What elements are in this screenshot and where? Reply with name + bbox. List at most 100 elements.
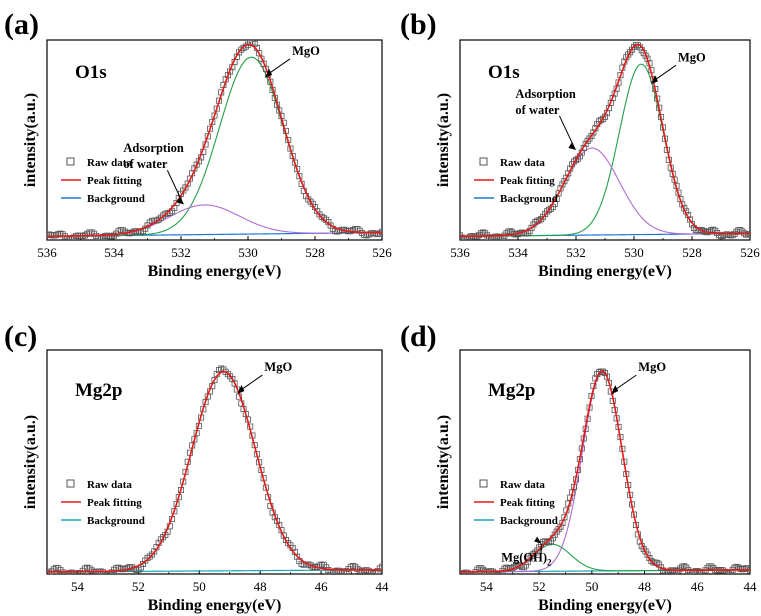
x-tick-label: 528 (682, 245, 702, 260)
annotation-arrowhead (237, 385, 245, 395)
raw-data-point (485, 234, 492, 240)
legend-label: Peak fitting (87, 175, 142, 187)
raw-data-point (690, 568, 697, 574)
raw-data-point (721, 231, 728, 238)
raw-data-point (737, 565, 744, 572)
x-tick-label: 46 (315, 579, 329, 594)
annotation-arrowhead (265, 68, 273, 78)
raw-data-point (603, 373, 610, 380)
annotation-arrowhead (534, 536, 542, 544)
annotation-label: Adsorption of water (123, 141, 183, 171)
x-tick-label: 532 (171, 245, 191, 260)
legend-raw-data-marker (66, 479, 75, 488)
x-tick-label: 528 (305, 245, 325, 260)
annotation-label: MgO (638, 360, 666, 374)
x-tick-label: 530 (624, 245, 644, 260)
legend-label: Raw data (87, 157, 132, 169)
chart-panel-d: (d) Mg2p 54 52 50 48 46 44 Binding energy(eV) int… (400, 320, 757, 614)
x-tick-label: 530 (238, 245, 258, 260)
raw-data-point (495, 233, 502, 240)
raw-data-point (687, 568, 694, 574)
raw-data-point (573, 156, 580, 163)
plot-area (47, 40, 382, 240)
raw-data-point (648, 557, 655, 564)
raw-data-point (729, 232, 736, 239)
legend-label: Raw data (87, 479, 132, 491)
plot-area (460, 368, 750, 574)
annotation-arrow (652, 64, 677, 82)
raw-data-point (721, 568, 728, 574)
raw-data-point (698, 227, 705, 234)
raw-data-point (735, 227, 742, 234)
legend-label: Background (500, 515, 558, 527)
raw-data-point (551, 531, 558, 538)
annotation-line: MgO (264, 360, 292, 374)
annotation-label: Adsorption of water (515, 87, 575, 117)
annotation-line: MgO (638, 360, 666, 374)
raw-data-point (679, 563, 686, 570)
x-tick-label: 536 (37, 245, 57, 260)
legend-label: Peak fitting (500, 497, 555, 509)
raw-data-point (745, 231, 750, 238)
x-axis-title: Binding energy(eV) (538, 263, 672, 280)
annotation-arrowhead (611, 385, 619, 395)
raw-data-point (516, 562, 523, 569)
raw-data-point (493, 571, 500, 574)
raw-data-point (503, 230, 510, 237)
raw-data-point (588, 132, 595, 139)
annotation-arrow (612, 374, 637, 392)
raw-data-point (231, 380, 238, 387)
raw-data-point (528, 552, 535, 559)
legend-raw-data-marker (479, 157, 488, 166)
raw-data-point (681, 563, 688, 570)
core-level-label: Mg2p (488, 380, 536, 401)
annotation-arrow (239, 374, 263, 392)
x-tick-label: 44 (744, 579, 758, 594)
raw-data-point (464, 569, 471, 574)
annotation-subscript: 2 (547, 557, 552, 567)
x-tick-label: 532 (566, 245, 586, 260)
legend-label: Raw data (500, 479, 545, 491)
legend-label: Peak fitting (500, 175, 555, 187)
raw-data-point (522, 562, 529, 569)
peak-fitting-line (47, 43, 382, 238)
component-peak-1 (460, 63, 750, 237)
annotation-line: MgO (292, 44, 320, 58)
raw-data-point (563, 174, 570, 181)
chart-panel-a: (a) O1s 536 534 532 530 528 526 Binding energy(e… (4, 8, 392, 280)
raw-data-point (561, 514, 568, 521)
annotation-arrowhead (176, 197, 184, 205)
raw-data-point (532, 549, 539, 556)
chart-panel-c: (c) Mg2p 54 52 50 48 46 44 Binding energy(eV) int… (4, 320, 389, 614)
annotation-label: MgO (292, 44, 320, 58)
annotation-label: MgO (264, 360, 292, 374)
raw-data-point (468, 571, 475, 574)
x-tick-label: 44 (376, 579, 390, 594)
annotation-line: of water (123, 157, 168, 171)
plot-area (47, 365, 382, 574)
raw-data-point (741, 565, 748, 572)
raw-data-point (700, 227, 707, 234)
plot-frame (46, 349, 383, 575)
x-tick-label: 50 (585, 579, 598, 594)
raw-data-point (70, 570, 77, 574)
raw-data-point (378, 563, 382, 570)
x-tick-label: 54 (480, 579, 494, 594)
raw-data-point (460, 236, 467, 240)
annotation-label: MgO (678, 50, 706, 64)
x-tick-label: 54 (71, 579, 85, 594)
annotation-line: Adsorption (515, 87, 575, 101)
peak-fitting-line (460, 370, 750, 573)
panel-label: (a) (4, 8, 39, 41)
x-tick-label: 52 (533, 579, 546, 594)
raw-data-point (530, 550, 537, 557)
raw-data-point (528, 224, 535, 231)
raw-data-point (460, 570, 463, 574)
annotation-label: Mg(OH)2 (501, 550, 552, 567)
chart-panel-b: (b) O1s 536 534 532 530 528 526 Binding energy(e… (400, 8, 760, 280)
raw-data-point (460, 234, 465, 240)
component-peak-1 (460, 371, 750, 573)
y-axis-title: intensity(a.u.) (22, 93, 39, 187)
plot-frame (459, 349, 751, 575)
x-tick-label: 526 (740, 245, 760, 260)
